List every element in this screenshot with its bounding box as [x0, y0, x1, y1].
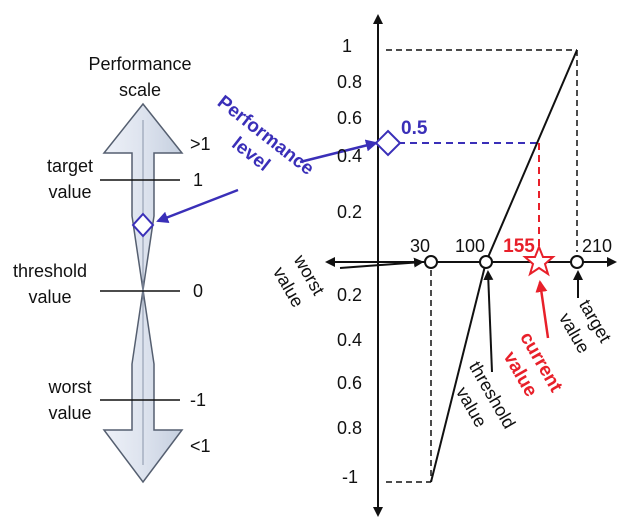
y-tick-neg-0.6: 0.6	[337, 373, 362, 393]
level-value-label: 0.5	[401, 118, 428, 139]
worst-point	[425, 256, 437, 268]
scale-bottom-label: <1	[190, 436, 211, 456]
target-level-value: 1	[193, 170, 203, 190]
x-tick-100: 100	[455, 236, 485, 256]
x-tick-210: 210	[582, 236, 612, 256]
x-tick-30: 30	[410, 236, 430, 256]
threshold-level-label-line1: threshold	[13, 261, 87, 281]
threshold-level-value: 0	[193, 281, 203, 301]
x-tick-155: 155	[503, 236, 535, 257]
y-tick-0.8: 0.8	[337, 72, 362, 92]
y-tick-0.2: 0.2	[337, 202, 362, 222]
y-tick-neg-1: -1	[342, 467, 358, 487]
current-callout-arrow	[540, 282, 548, 338]
target-point	[571, 256, 583, 268]
y-tick-1: 1	[342, 36, 352, 56]
threshold-level-label-line2: value	[28, 287, 71, 307]
scale-title-line2: scale	[119, 80, 161, 100]
y-tick-neg-0.2: 0.2	[337, 285, 362, 305]
target-level-label-line1: target	[47, 156, 93, 176]
worst-level-value: -1	[190, 390, 206, 410]
y-tick-neg-0.4: 0.4	[337, 330, 362, 350]
mapping-graph: 1 0.8 0.6 0.4 0.2 0.2 0.4 0.6 0.8 -1 30 …	[268, 16, 615, 515]
threshold-callout-arrow	[488, 272, 492, 372]
scale-top-label: >1	[190, 134, 211, 154]
graph-level-marker	[376, 131, 400, 155]
worst-level-label-line1: worst	[47, 377, 91, 397]
target-level-label-line2: value	[48, 182, 91, 202]
performance-scale: Performance scale >1 <1 target value 1 t…	[13, 54, 211, 482]
y-tick-neg-0.8: 0.8	[337, 418, 362, 438]
y-tick-0.6: 0.6	[337, 108, 362, 128]
scale-title-line1: Performance	[88, 54, 191, 74]
y-tick-0.4: 0.4	[337, 146, 362, 166]
threshold-point	[480, 256, 492, 268]
worst-level-label-line2: value	[48, 403, 91, 423]
callout-arrow-to-scale	[158, 190, 238, 221]
